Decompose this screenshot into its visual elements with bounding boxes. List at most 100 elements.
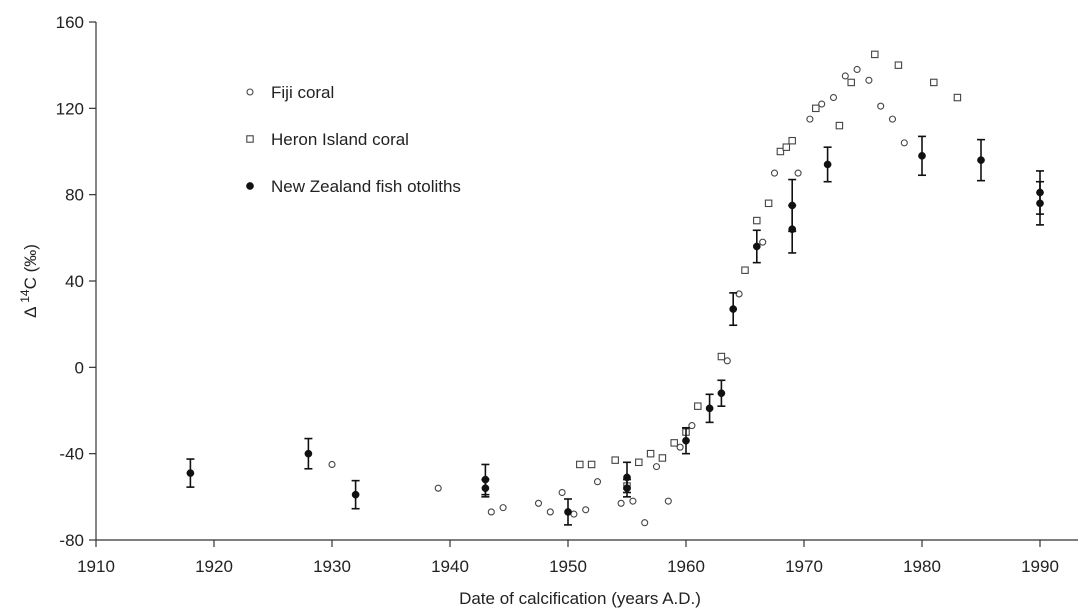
nz-otolith-point [918,151,926,160]
nz-otolith-point [823,160,832,169]
nz-otolith-point [705,404,714,413]
series-filled-circle-errorbar [186,135,1044,526]
nz-otolith-point [481,484,490,493]
fiji-coral-point [617,499,625,507]
y-axis-title-delta: Δ [21,303,40,318]
heron-island-coral-point [646,449,655,458]
nz-otolith-point [564,508,572,516]
heron-island-coral-point [764,199,773,208]
heron-island-coral-point [776,147,785,156]
fiji-coral-point [558,488,566,497]
legend-marker-heron-island-coral [246,135,254,143]
nz-otolith-point [304,449,313,458]
fiji-coral-point [582,506,590,514]
plot-area [186,50,1044,527]
nz-otolith-point [752,242,761,251]
heron-island-coral-point [635,458,643,467]
fiji-coral-point [723,357,731,365]
heron-island-coral-point [611,456,619,464]
heron-island-coral-point [670,439,678,447]
heron-island-coral-point [871,50,879,59]
y-tick-label: 80 [65,186,84,205]
heron-island-coral-point [741,266,749,274]
fiji-coral-point [487,508,495,516]
heron-island-coral-point [788,136,796,145]
fiji-coral-point [841,72,849,80]
fiji-coral-point [499,504,507,512]
legend: Fiji coral Heron Island coral New Zealand … [246,83,461,196]
nz-otolith-point [729,305,738,313]
nz-otolith-point [977,156,985,164]
fiji-coral-point [853,65,861,74]
nz-otolith-point [623,484,631,493]
heron-island-coral-point [930,78,938,87]
fiji-coral-point [652,463,661,471]
legend-label: Fiji coral [271,83,334,102]
fiji-coral-point [328,460,336,469]
y-tick-label: 40 [65,272,84,291]
y-tick-label: 120 [56,99,84,118]
heron-island-coral-point [753,216,761,225]
fiji-coral-point [818,100,826,108]
heron-island-coral-point [694,402,702,410]
heron-island-coral-point [894,61,903,69]
x-tick-label: 1940 [431,557,469,576]
heron-island-coral-point [782,143,791,151]
series-open-square [576,50,962,490]
y-axis-title-rest: C (‰) [21,244,40,289]
nz-otolith-point [788,225,797,234]
y-axis-title: Δ 14C (‰) [18,244,40,318]
series-open-circle [328,65,908,527]
x-tick-label: 1970 [785,557,823,576]
nz-otolith-point [1036,199,1044,208]
nz-otolith-point [717,389,726,398]
fiji-coral-point [829,93,838,102]
fiji-coral-point [534,499,543,507]
fiji-coral-point [434,484,442,492]
y-ticks: -80 -40 0 40 80 120 160 [56,13,96,550]
y-tick-label: 160 [56,13,84,32]
nz-otolith-point [186,469,195,477]
legend-label: New Zealand fish otoliths [271,177,461,196]
x-tick-label: 1950 [549,557,587,576]
x-tick-label: 1960 [667,557,705,576]
heron-island-coral-point [847,78,855,87]
fiji-coral-point [641,519,649,527]
fiji-coral-point [806,115,814,123]
fiji-coral-point [688,422,696,430]
y-tick-label: -80 [59,531,84,550]
x-tick-label: 1920 [195,557,233,576]
fiji-coral-point [865,76,873,84]
heron-island-coral-point [835,121,844,130]
fiji-coral-point [546,508,554,516]
heron-island-coral-point [587,460,596,469]
nz-otolith-point [682,436,690,445]
heron-island-coral-point [812,104,820,113]
x-tick-label: 1910 [77,557,115,576]
nz-otolith-point [351,490,360,499]
fiji-coral-point [794,169,802,177]
heron-island-coral-point [576,460,584,469]
fiji-coral-point [676,443,684,451]
fiji-coral-point [900,139,908,147]
y-axis-title-superscript: 14 [18,289,32,303]
legend-marker-fiji-coral [246,88,254,96]
x-ticks: 1910 1920 1930 1940 1950 1960 1970 1980 1990 [77,540,1059,576]
x-tick-label: 1990 [1021,557,1059,576]
fiji-coral-point [770,169,779,177]
fiji-coral-point [888,115,897,123]
fiji-coral-point [759,238,767,246]
heron-island-coral-point [953,93,962,102]
fiji-coral-point [735,290,743,298]
fiji-coral-point [593,478,602,486]
legend-label: Heron Island coral [271,130,409,149]
legend-marker-nz-otoliths [246,182,254,190]
x-tick-label: 1930 [313,557,351,576]
axes [95,22,1078,541]
x-tick-label: 1980 [903,557,941,576]
fiji-coral-point [877,102,885,110]
heron-island-coral-point [717,352,726,361]
x-axis-title: Date of calcification (years A.D.) [459,589,701,608]
fiji-coral-point [629,497,637,505]
